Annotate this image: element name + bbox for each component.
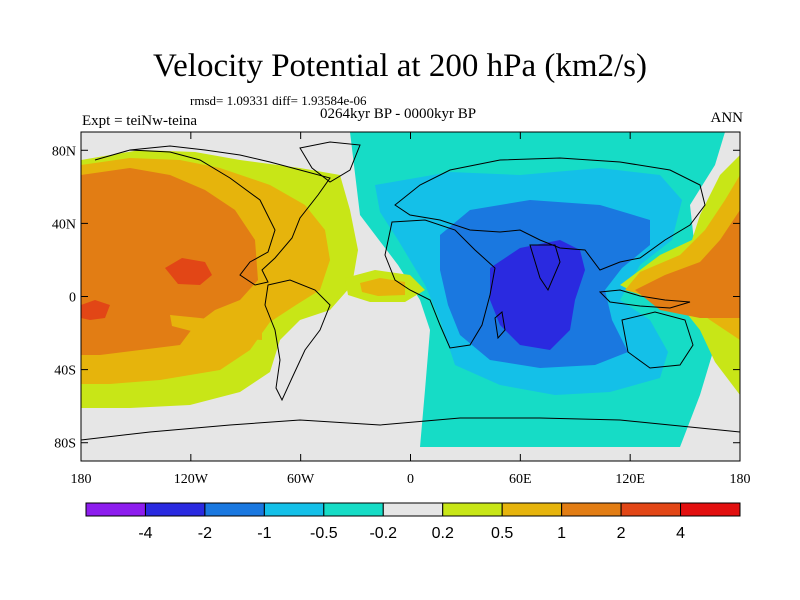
coast-australia <box>621 311 694 369</box>
colorbar-label: -0.5 <box>310 525 338 542</box>
colorbar-label: 4 <box>676 525 685 542</box>
axes: 180 120W 60W 0 60E 120E 180 80N 40N 0 40S 80S <box>52 132 751 487</box>
y-tick-label: 80N <box>52 144 76 159</box>
colorbar-label: 1 <box>557 525 566 542</box>
x-tick-label: 120W <box>174 472 209 487</box>
x-tick-label: 180 <box>71 472 92 487</box>
coast-greenland <box>299 141 361 183</box>
coast-south-america <box>264 279 331 402</box>
colorbar-swatch <box>144 502 206 517</box>
colorbar-label: 2 <box>617 525 626 542</box>
colorbar-label: 0.2 <box>432 525 454 542</box>
band-pos-0.5-atlantic <box>360 278 405 296</box>
colorbar-swatch <box>85 502 146 517</box>
y-tick-label: 40S <box>54 364 76 379</box>
band-pos-1-inner <box>170 315 262 340</box>
y-tick-label: 0 <box>69 291 76 306</box>
colorbar-swatch <box>263 502 325 517</box>
colorbar-swatch <box>620 502 682 517</box>
coast-madagascar <box>494 311 506 340</box>
x-tick-label: 60W <box>287 472 315 487</box>
stats-line: rmsd= 1.09331 diff= 1.93584e-06 <box>190 93 367 108</box>
colorbar-swatch <box>323 502 384 517</box>
coast-india <box>529 244 561 292</box>
x-tick-label: 180 <box>730 472 751 487</box>
colorbar-swatch <box>561 502 622 517</box>
colorbar-label: -2 <box>198 525 212 542</box>
chart-title: Velocity Potential at 200 hPa (km2/s) <box>152 48 648 84</box>
colorbar-label: -1 <box>257 525 271 542</box>
x-tick-label: 0 <box>407 472 414 487</box>
colorbar-label: -0.2 <box>369 525 397 542</box>
colorbar-swatch <box>204 502 265 517</box>
coast-eurasia <box>394 157 706 271</box>
colorbar-swatch <box>382 502 444 517</box>
colorbar-label: -4 <box>138 525 152 542</box>
y-tick-label: 40N <box>52 217 76 232</box>
band-pos-2-east <box>165 258 212 285</box>
band-pos-2-west <box>81 300 110 320</box>
colorbar-swatch <box>442 502 503 517</box>
colorbar-label: 0.5 <box>491 525 513 542</box>
x-tick-label: 120E <box>615 472 645 487</box>
coast-north-america <box>94 145 331 286</box>
band-pos-1-wpac <box>635 210 740 318</box>
band-neg-2 <box>490 240 585 350</box>
y-tick-label: 80S <box>54 437 76 452</box>
colorbar: -4 -2 -1 -0.5 -0.2 0.2 0.5 1 2 4 <box>85 502 741 542</box>
period-label: 0264kyr BP - 0000kyr BP <box>320 106 477 122</box>
coast-indonesia <box>598 289 691 309</box>
coastlines <box>81 141 740 441</box>
contour-field <box>81 132 740 461</box>
colorbar-swatch <box>680 502 741 517</box>
x-tick-label: 60E <box>509 472 532 487</box>
coast-antarctica <box>81 417 740 441</box>
band-pos-1 <box>81 168 258 355</box>
coast-africa <box>384 219 496 349</box>
experiment-label: Expt = teiNw-teina <box>82 113 198 129</box>
season-label: ANN <box>710 110 744 126</box>
colorbar-swatch <box>501 502 563 517</box>
